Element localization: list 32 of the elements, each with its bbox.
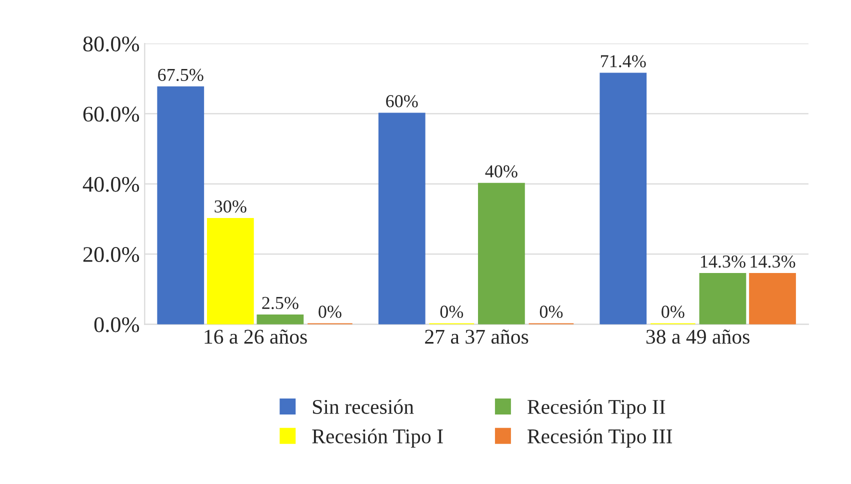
x-tick-label: 27 a 37 años — [425, 330, 528, 344]
y-tick-label: 80.0% — [83, 36, 140, 52]
data-label: 40% — [485, 165, 518, 178]
x-tick-label: 38 a 49 años — [646, 330, 750, 344]
y-tick-label: 20.0% — [83, 247, 140, 262]
data-label: 0% — [662, 306, 684, 318]
legend-label: Sin recesión — [313, 399, 414, 414]
data-label: 30% — [214, 200, 246, 213]
data-label: 0% — [440, 306, 464, 318]
data-label: 0% — [540, 306, 563, 318]
data-label: 67.5% — [158, 68, 204, 82]
bar — [699, 273, 746, 324]
data-label: 60% — [386, 95, 418, 108]
bar — [378, 112, 426, 324]
y-tick-label: 40.0% — [82, 176, 140, 192]
bar — [600, 72, 647, 324]
bar — [749, 273, 796, 324]
bar — [157, 86, 204, 324]
bar — [478, 182, 525, 324]
data-label: 0% — [318, 306, 342, 318]
data-label: 2.5% — [262, 296, 298, 310]
y-tick-label: 60.0% — [83, 106, 140, 122]
x-tick-label: 16 a 26 años — [204, 330, 307, 344]
data-label: 71.4% — [601, 55, 646, 68]
y-tick-label: 0.0% — [94, 317, 140, 332]
legend-label: Recesión Tipo I — [312, 428, 443, 448]
bar — [206, 218, 254, 324]
legend-label: Recesión Tipo II — [528, 399, 666, 418]
data-label: 14.3% — [700, 255, 746, 268]
legend-label: Recesión Tipo III — [528, 428, 672, 448]
bar — [256, 314, 304, 324]
data-label: 14.3% — [750, 255, 796, 268]
